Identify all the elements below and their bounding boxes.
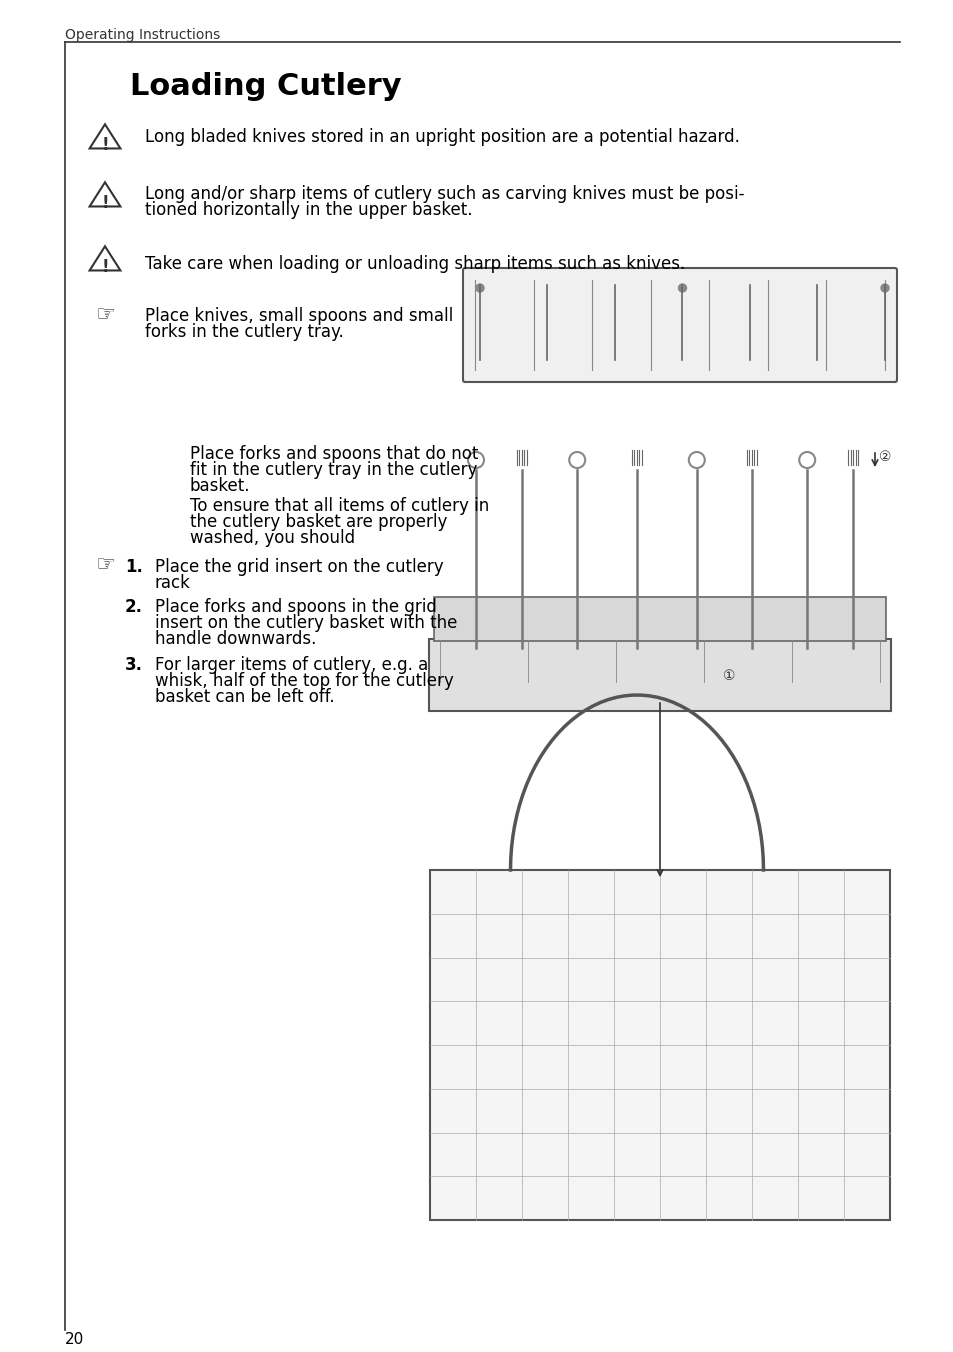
Circle shape bbox=[476, 284, 483, 292]
Text: 2.: 2. bbox=[125, 598, 143, 617]
Text: Long bladed knives stored in an upright position are a potential hazard.: Long bladed knives stored in an upright … bbox=[145, 128, 740, 146]
Text: !: ! bbox=[101, 137, 109, 154]
FancyBboxPatch shape bbox=[430, 869, 889, 1220]
Text: ②: ② bbox=[878, 450, 890, 464]
Circle shape bbox=[678, 284, 686, 292]
Text: Take care when loading or unloading sharp items such as knives.: Take care when loading or unloading shar… bbox=[145, 256, 684, 273]
FancyBboxPatch shape bbox=[462, 268, 896, 383]
Text: 20: 20 bbox=[65, 1332, 84, 1347]
Text: !: ! bbox=[101, 258, 109, 276]
Text: 3.: 3. bbox=[125, 656, 143, 675]
Text: handle downwards.: handle downwards. bbox=[154, 630, 316, 648]
Text: !: ! bbox=[101, 193, 109, 212]
Text: Loading Cutlery: Loading Cutlery bbox=[130, 72, 401, 101]
Circle shape bbox=[880, 284, 888, 292]
Text: insert on the cutlery basket with the: insert on the cutlery basket with the bbox=[154, 614, 456, 631]
Text: Long and/or sharp items of cutlery such as carving knives must be posi-: Long and/or sharp items of cutlery such … bbox=[145, 185, 743, 203]
Text: forks in the cutlery tray.: forks in the cutlery tray. bbox=[145, 323, 343, 341]
FancyBboxPatch shape bbox=[434, 598, 885, 641]
Text: Place the grid insert on the cutlery: Place the grid insert on the cutlery bbox=[154, 558, 443, 576]
Text: fit in the cutlery tray in the cutlery: fit in the cutlery tray in the cutlery bbox=[190, 461, 476, 479]
Text: basket.: basket. bbox=[190, 477, 251, 495]
Text: ☞: ☞ bbox=[95, 556, 115, 575]
Text: rack: rack bbox=[154, 575, 191, 592]
FancyBboxPatch shape bbox=[429, 639, 890, 711]
Text: ☞: ☞ bbox=[95, 306, 115, 324]
Text: Place knives, small spoons and small: Place knives, small spoons and small bbox=[145, 307, 453, 324]
Text: whisk, half of the top for the cutlery: whisk, half of the top for the cutlery bbox=[154, 672, 454, 690]
Text: tioned horizontally in the upper basket.: tioned horizontally in the upper basket. bbox=[145, 201, 472, 219]
Text: For larger items of cutlery, e.g. a: For larger items of cutlery, e.g. a bbox=[154, 656, 428, 675]
Text: Place forks and spoons that do not: Place forks and spoons that do not bbox=[190, 445, 477, 462]
Text: Place forks and spoons in the grid: Place forks and spoons in the grid bbox=[154, 598, 436, 617]
Text: To ensure that all items of cutlery in: To ensure that all items of cutlery in bbox=[190, 498, 489, 515]
Text: Operating Instructions: Operating Instructions bbox=[65, 28, 220, 42]
Text: basket can be left off.: basket can be left off. bbox=[154, 688, 335, 706]
Text: washed, you should: washed, you should bbox=[190, 529, 355, 548]
Text: the cutlery basket are properly: the cutlery basket are properly bbox=[190, 512, 447, 531]
Text: 1.: 1. bbox=[125, 558, 143, 576]
Text: ①: ① bbox=[722, 669, 735, 683]
